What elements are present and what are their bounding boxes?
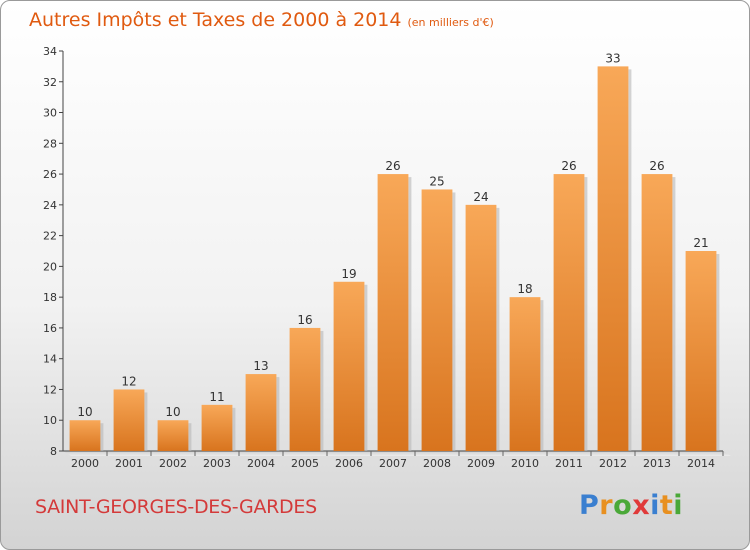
data-label: 33	[605, 51, 620, 65]
y-tick-label: 16	[43, 322, 57, 335]
data-label: 11	[209, 390, 224, 404]
bar-shadow	[276, 377, 280, 451]
x-tick-label: 2009	[467, 457, 495, 470]
x-tick-label: 2002	[159, 457, 187, 470]
bar	[245, 374, 277, 451]
bar-shadow	[232, 407, 236, 451]
chart-title-main: Autres Impôts et Taxes de 2000 à 2014	[29, 9, 402, 31]
x-tick-label: 2006	[335, 457, 363, 470]
logo-letter: x	[632, 490, 651, 521]
data-label: 25	[429, 174, 444, 188]
bar	[553, 174, 585, 452]
bar-shadow	[540, 300, 544, 451]
bar-shadow	[672, 177, 676, 452]
y-tick-label: 30	[43, 107, 57, 120]
data-label: 16	[297, 313, 312, 327]
x-tick-label: 2010	[511, 457, 539, 470]
data-label: 13	[253, 359, 268, 373]
chart-title-unit: (en milliers d'€)	[407, 16, 494, 29]
bar	[421, 189, 453, 451]
y-tick-label: 8	[50, 445, 57, 458]
bar	[69, 420, 101, 451]
logo-letter: t	[659, 490, 674, 521]
bar-shadow	[496, 207, 500, 451]
data-label: 26	[385, 159, 400, 173]
bar	[641, 174, 673, 452]
data-label: 10	[165, 405, 180, 419]
y-tick-label: 28	[43, 137, 57, 150]
data-label: 26	[649, 159, 664, 173]
x-tick-label: 2001	[115, 457, 143, 470]
bar-shadow	[320, 330, 324, 451]
bar	[201, 404, 233, 451]
bar	[289, 327, 321, 451]
x-tick-label: 2003	[203, 457, 231, 470]
bar	[377, 174, 409, 452]
bar	[465, 204, 497, 451]
data-label: 18	[517, 282, 532, 296]
bar	[597, 66, 629, 451]
data-label: 26	[561, 159, 576, 173]
commune-name: SAINT-GEORGES-DES-GARDES	[35, 496, 317, 518]
y-tick-label: 26	[43, 168, 57, 181]
y-tick-label: 14	[43, 353, 57, 366]
x-tick-label: 2011	[555, 457, 583, 470]
plot-floor	[63, 451, 731, 456]
bar	[113, 389, 145, 451]
y-tick-label: 10	[43, 414, 57, 427]
bar-shadow	[100, 423, 104, 451]
x-tick-label: 2013	[643, 457, 671, 470]
logo-letter: o	[613, 490, 633, 521]
y-tick-label: 12	[43, 383, 57, 396]
bar-shadow	[144, 392, 148, 451]
y-tick-label: 32	[43, 76, 57, 89]
y-tick-label: 34	[43, 45, 57, 58]
bar-shadow	[364, 284, 368, 451]
x-tick-label: 2014	[687, 457, 715, 470]
y-tick-label: 24	[43, 199, 57, 212]
bar-shadow	[188, 423, 192, 451]
chart-title: Autres Impôts et Taxes de 2000 à 2014 (en…	[29, 9, 494, 31]
data-label: 12	[121, 374, 136, 388]
logo-letter: i	[673, 490, 684, 521]
bar-shadow	[408, 177, 412, 452]
logo-letter: i	[650, 490, 660, 521]
bar	[685, 251, 717, 451]
bar-shadow	[584, 177, 588, 452]
proxiti-logo: Proxiti	[579, 490, 683, 521]
logo-letter: r	[599, 490, 614, 521]
logo-letter: P	[579, 490, 600, 521]
data-label: 24	[473, 190, 488, 204]
bar	[157, 420, 189, 451]
bar-shadow	[628, 69, 632, 451]
data-label: 21	[693, 236, 708, 250]
y-tick-label: 20	[43, 260, 57, 273]
y-tick-label: 18	[43, 291, 57, 304]
bar	[333, 281, 365, 451]
x-tick-label: 2004	[247, 457, 275, 470]
bar-shadow	[452, 192, 456, 451]
data-label: 10	[77, 405, 92, 419]
bar-shadow	[716, 254, 720, 451]
x-tick-label: 2007	[379, 457, 407, 470]
data-label: 19	[341, 267, 356, 281]
bar	[509, 297, 541, 451]
x-tick-label: 2005	[291, 457, 319, 470]
x-tick-label: 2008	[423, 457, 451, 470]
y-tick-label: 22	[43, 230, 57, 243]
x-tick-label: 2000	[71, 457, 99, 470]
x-tick-label: 2012	[599, 457, 627, 470]
